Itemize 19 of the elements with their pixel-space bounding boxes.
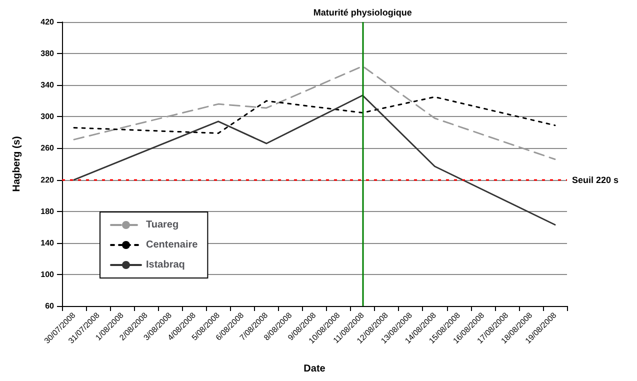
y-tick-label: 140 — [40, 238, 55, 248]
legend-label: Tuareg — [146, 220, 179, 230]
y-axis-title: Hagberg (s) — [12, 136, 22, 192]
y-tick-label: 260 — [40, 144, 55, 153]
line-series — [73, 65, 556, 160]
y-tick-label: 300 — [40, 112, 55, 122]
y-tick-label: 340 — [40, 80, 55, 90]
y-tick-label: 60 — [45, 302, 55, 310]
x-axis-title: Date — [304, 364, 326, 374]
ref-line-label: Seuil 220 s — [572, 174, 619, 185]
ref-line-label: Maturité physiologique — [313, 8, 412, 18]
legend-label: Centenaire — [146, 240, 198, 250]
y-tick-label: 180 — [40, 206, 55, 216]
y-tick-label: 220 — [40, 175, 55, 184]
line-series — [73, 96, 556, 134]
y-tick-label: 420 — [40, 18, 55, 26]
legend-label: Istabraq — [146, 260, 185, 270]
y-tick-label: 380 — [40, 49, 55, 58]
y-tick-label: 100 — [40, 270, 55, 279]
